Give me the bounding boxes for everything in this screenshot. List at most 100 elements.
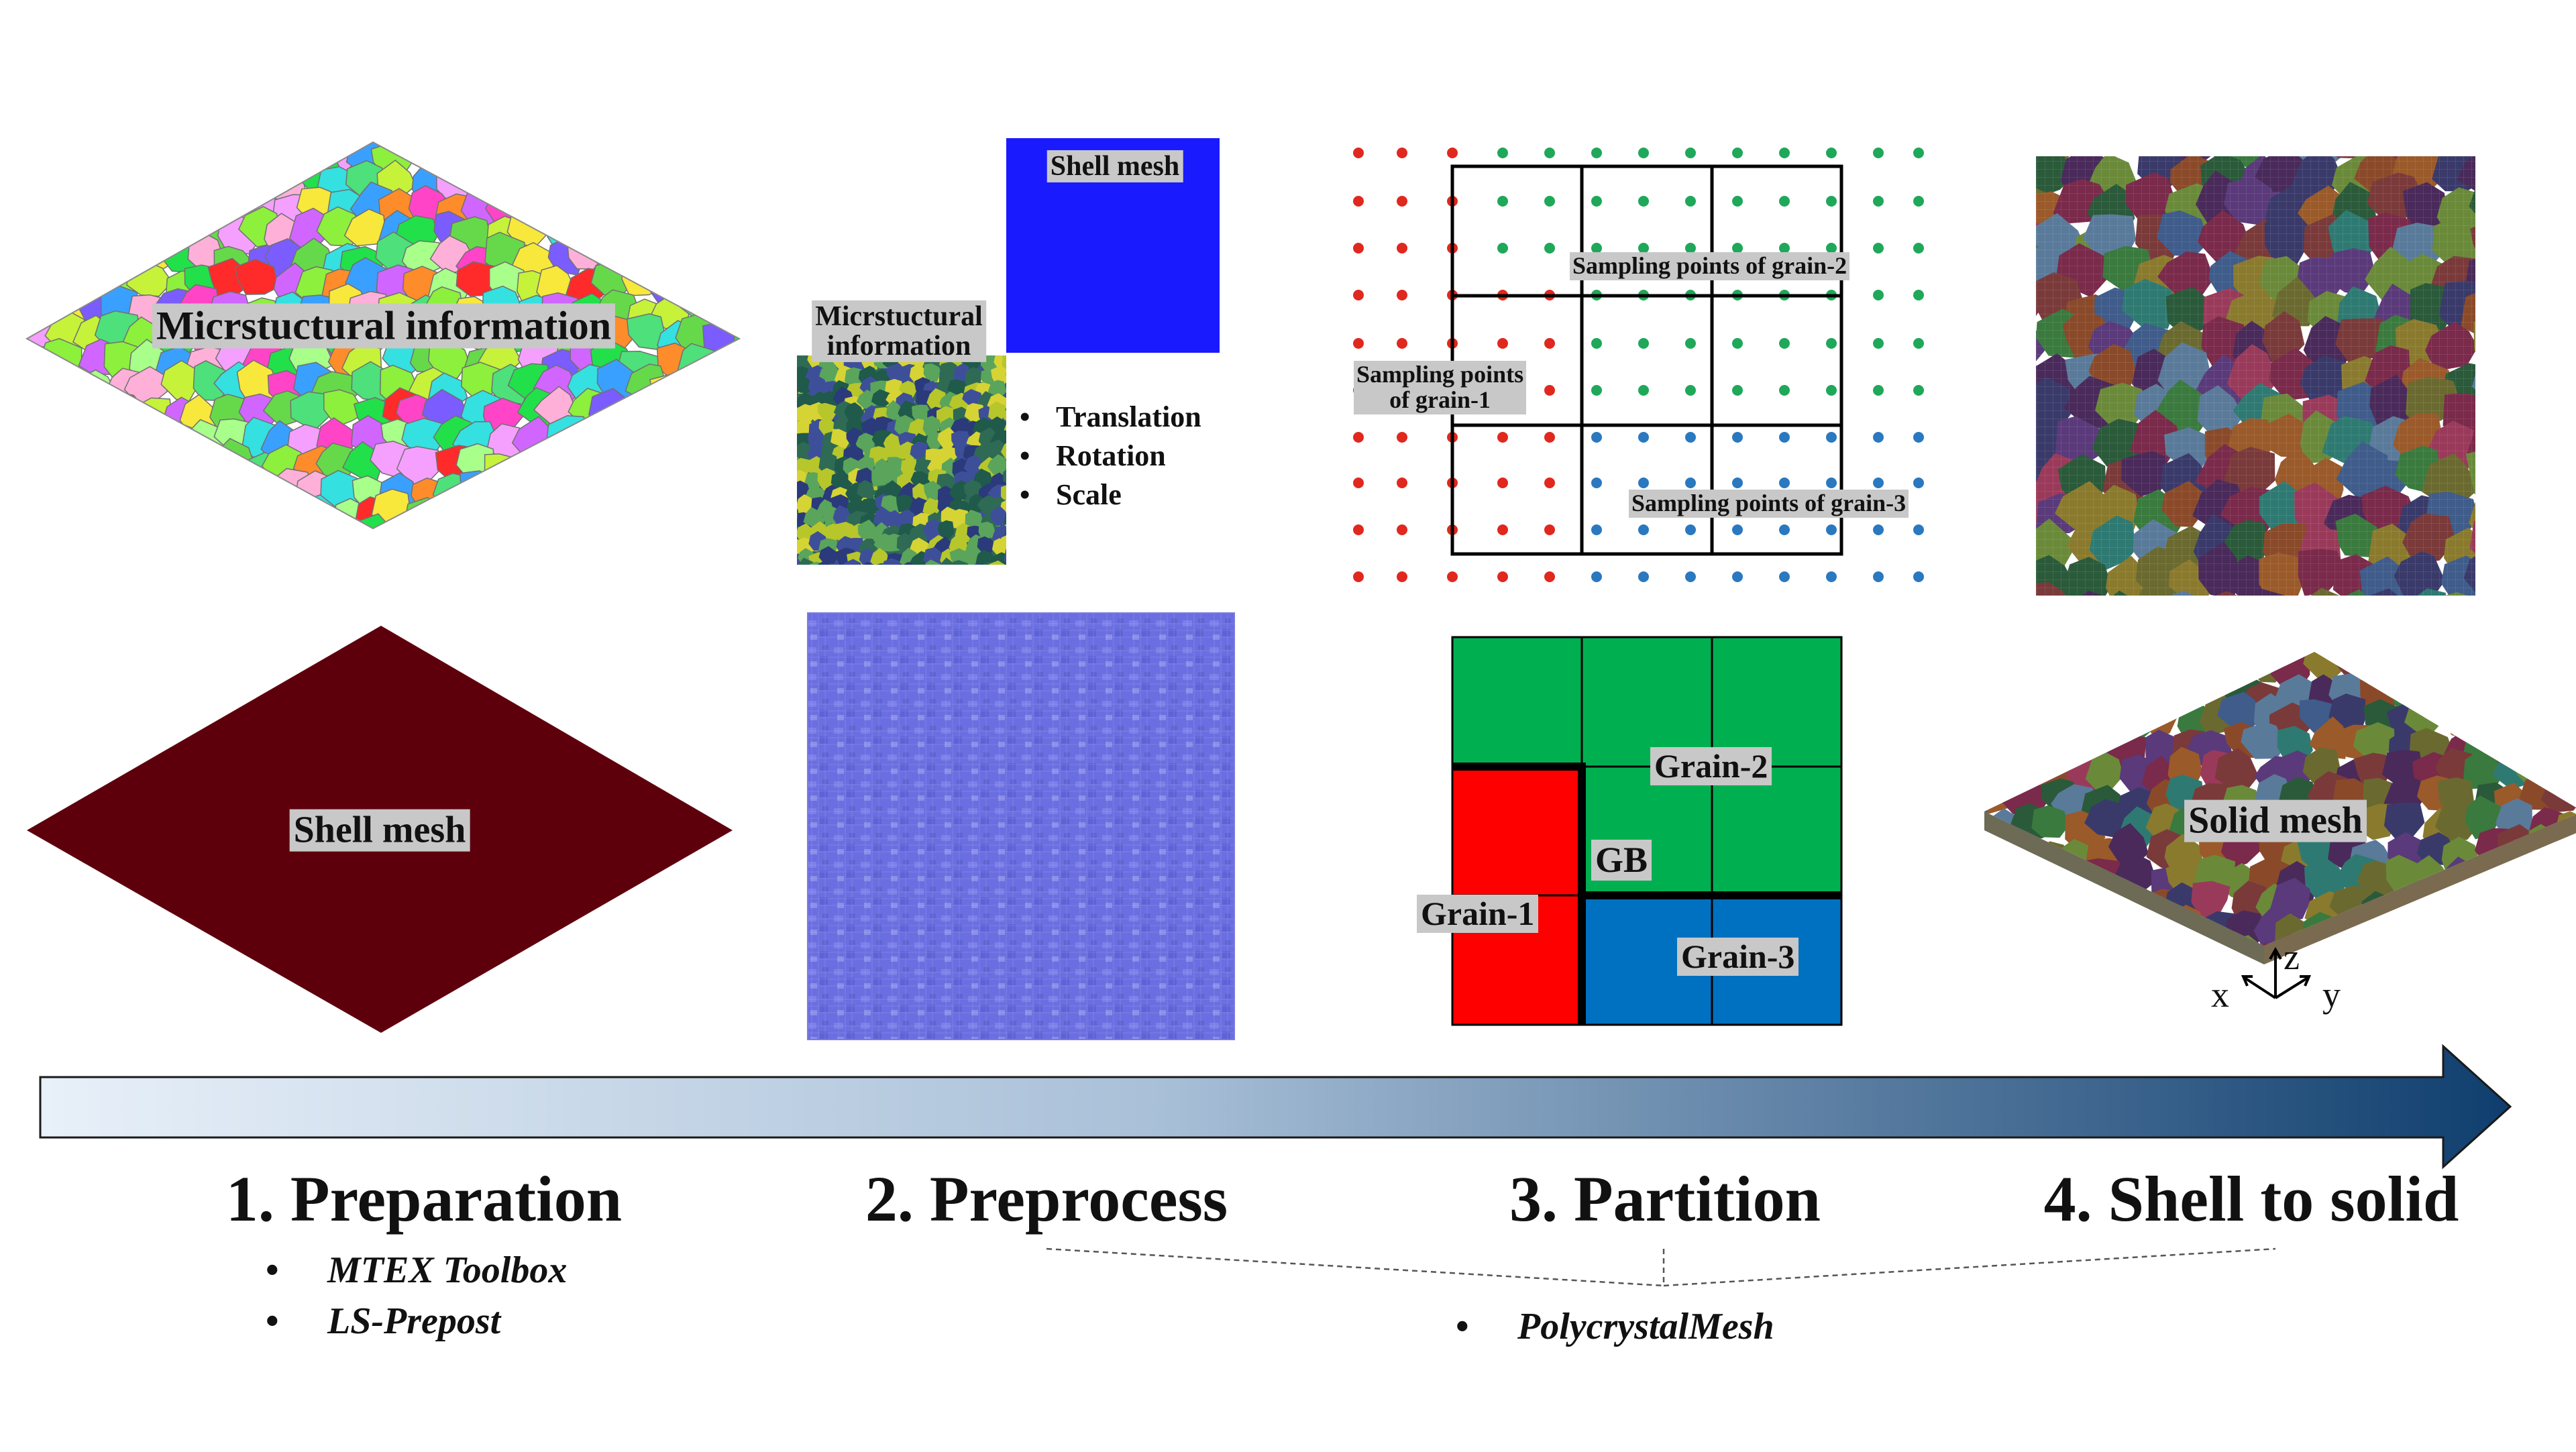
grain-cell <box>14 111 53 146</box>
micro-label-p2: Micrstuctural information <box>812 300 986 362</box>
grain-cell <box>2139 647 2184 685</box>
grain-cell <box>654 415 692 451</box>
grain-cell <box>2474 702 2516 742</box>
grain-cell <box>2526 937 2560 979</box>
grain-cell <box>44 494 84 533</box>
grain-cell <box>1947 885 1985 926</box>
grain-cell <box>2497 911 2539 955</box>
grain-cell <box>2489 934 2528 974</box>
grain-cell <box>596 160 637 199</box>
grain-cell <box>1983 111 2033 158</box>
grain-cell <box>184 133 222 173</box>
grain-cell <box>2470 517 2524 563</box>
tool-lsprepost: •LS-Prepost <box>266 1300 500 1343</box>
grain-cell <box>680 115 722 154</box>
grain-cell <box>704 472 741 511</box>
grain-cell <box>2447 946 2487 981</box>
grain-cell <box>2542 934 2576 976</box>
sampling-point <box>1353 290 1364 300</box>
sampling-point <box>1353 148 1364 158</box>
grain-cell <box>0 414 38 451</box>
grain-cell <box>105 531 146 567</box>
grain-cell <box>99 489 144 526</box>
grain-cell <box>162 521 206 560</box>
sampling-point <box>1685 478 1696 488</box>
grain-cell <box>46 372 84 408</box>
grain-cell <box>2406 946 2449 984</box>
grain-cell <box>78 492 115 530</box>
grain-cell <box>434 108 476 151</box>
grain-cell <box>728 371 772 410</box>
solid-mesh-slab <box>1943 612 2576 985</box>
grain-cell <box>0 211 39 251</box>
sampling-point <box>1732 524 1743 535</box>
grain-cell <box>25 471 64 512</box>
grain-cell <box>511 492 553 532</box>
grain-cell <box>2087 614 2129 653</box>
grain-cell <box>594 471 639 503</box>
grain-cell <box>149 210 195 251</box>
sampling-point <box>1638 571 1649 582</box>
sampling-point <box>1826 524 1837 535</box>
grain-cell <box>678 492 718 529</box>
grain-cell <box>2029 893 2070 928</box>
grain-cell <box>965 564 983 581</box>
transform-translation: Translation <box>1056 400 1201 433</box>
sampling-grain3-label: Sampling points of grain-3 <box>1629 490 1909 518</box>
grain-cell <box>709 107 743 140</box>
grain-cell <box>2544 649 2576 690</box>
sampling-point <box>1779 148 1790 158</box>
grain-cell <box>109 446 148 487</box>
grain-cell <box>1951 730 1996 769</box>
grain-cell <box>19 217 58 258</box>
grain-cell <box>2461 671 2500 713</box>
grain-cell <box>2156 591 2211 647</box>
sampling-point <box>1873 524 1884 535</box>
sampling-point <box>1397 524 1407 535</box>
grain-cell <box>509 166 553 204</box>
grain-cell <box>0 286 36 324</box>
grain-cell <box>513 519 554 561</box>
sampling-point <box>1913 290 1924 300</box>
grain-cell <box>0 467 38 507</box>
grain-cell <box>2000 666 2038 710</box>
grain-cell <box>2038 913 2078 955</box>
grain-cell <box>731 440 773 480</box>
grain-cell <box>2147 948 2186 985</box>
grain-cell <box>2446 645 2486 689</box>
grain-cell <box>2128 107 2181 159</box>
sampling-point <box>1397 243 1407 254</box>
sampling-point <box>1397 148 1407 158</box>
sampling-point <box>1544 524 1555 535</box>
grain-cell <box>2468 612 2511 653</box>
grain-cell <box>0 106 28 143</box>
grain-cell <box>239 498 282 537</box>
grain-cell <box>2390 666 2432 712</box>
grain-cell <box>2573 691 2576 736</box>
grain-cell <box>241 473 278 507</box>
sampling-point <box>1544 478 1555 488</box>
grain-cell <box>181 477 216 511</box>
grain-cell <box>215 525 257 564</box>
grain-cell <box>449 105 494 144</box>
sampling-point <box>1732 148 1743 158</box>
grain-cell <box>158 127 195 166</box>
grain-cell <box>2527 885 2571 928</box>
grain-cell <box>2529 858 2572 900</box>
grain-cell <box>269 500 310 540</box>
grain-cell <box>2470 219 2517 269</box>
sampling-point <box>1779 524 1790 535</box>
sampling-point <box>1447 148 1458 158</box>
grain-cell <box>794 337 814 357</box>
grain-cell <box>1947 912 1984 952</box>
sampling-point <box>1873 243 1884 254</box>
grain-cell <box>626 494 669 533</box>
grain-cell <box>596 499 641 537</box>
grain-cell <box>2057 915 2102 949</box>
grain-cell <box>2329 110 2370 159</box>
grain-cell <box>480 526 517 562</box>
grain-cell <box>677 158 715 196</box>
sampling-point <box>1873 290 1884 300</box>
sampling-point <box>1826 385 1837 396</box>
grain-cell <box>23 237 64 274</box>
